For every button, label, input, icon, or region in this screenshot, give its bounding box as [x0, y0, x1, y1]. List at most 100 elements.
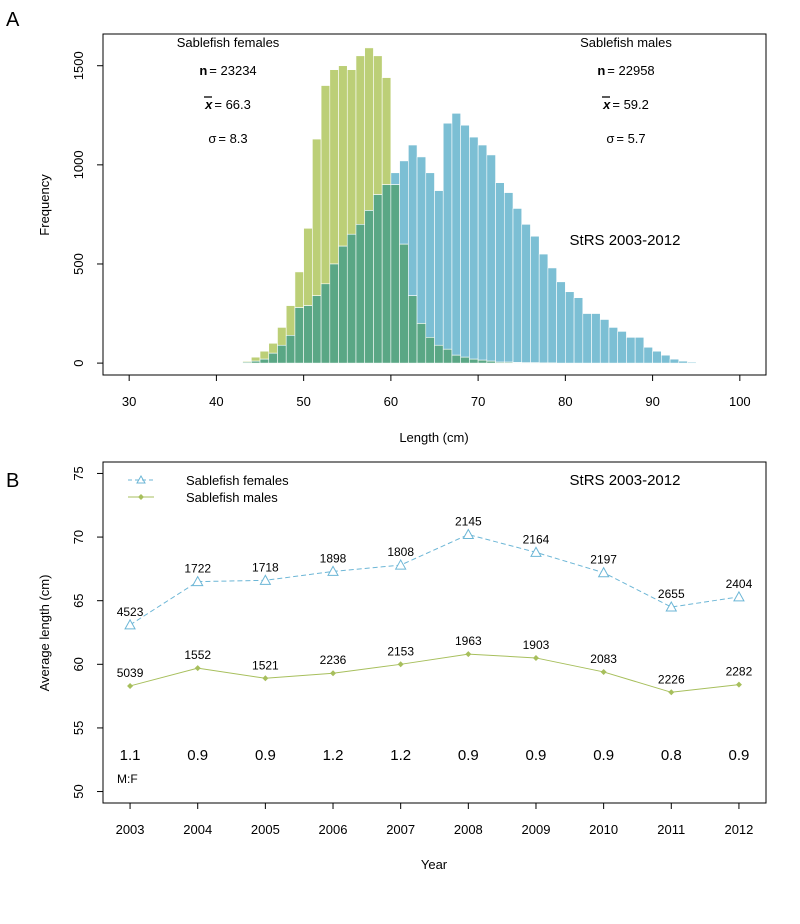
- ratio-value: 1.2: [390, 747, 411, 764]
- y-tick-label: 70: [71, 530, 86, 544]
- mean-symbol: x: [602, 97, 611, 112]
- female-bar: [538, 253, 549, 364]
- male-bar: [277, 327, 287, 346]
- overlap-bar: [469, 358, 479, 364]
- overlap-bar: [285, 335, 296, 364]
- females-point: [259, 574, 272, 585]
- females-label: Sablefish females: [177, 35, 280, 50]
- females-count-label: 4523: [117, 605, 144, 619]
- female-bar: [643, 346, 653, 364]
- n-symbol: n: [199, 63, 207, 78]
- male-bar: [320, 85, 331, 285]
- female-bar: [451, 113, 461, 356]
- overlap-bar: [355, 224, 366, 364]
- x-tick-label: 80: [558, 394, 572, 409]
- female-bar: [530, 235, 540, 364]
- female-bar: [617, 331, 627, 364]
- y-tick-label: 50: [71, 784, 86, 798]
- female-bar: [408, 144, 418, 296]
- males-point: [532, 654, 539, 661]
- males-point: [397, 661, 404, 668]
- males-count-label: 1552: [184, 648, 211, 662]
- x-tick-label: 60: [384, 394, 398, 409]
- overlap-bar: [346, 233, 357, 364]
- x-tick-label: 100: [729, 394, 751, 409]
- panel-a-ylabel: Frequency: [37, 174, 52, 236]
- overlap-bar: [416, 323, 427, 364]
- female-bar: [582, 313, 592, 364]
- female-bar: [626, 337, 636, 364]
- overlap-bar: [294, 307, 304, 364]
- ratio-value: 0.8: [661, 747, 682, 764]
- females-count-label: 1718: [252, 560, 279, 574]
- females-stats: Sablefish females n = 23234 x = 66.3 σ = 8.…: [177, 35, 280, 146]
- males-line: [129, 653, 739, 693]
- female-bar: [556, 281, 566, 364]
- females-count-label: 2197: [590, 553, 617, 567]
- males-count-label: 1521: [252, 658, 279, 672]
- females-count-label: 2655: [658, 587, 685, 601]
- males-point: [194, 665, 201, 672]
- ratio-value: 1.1: [120, 747, 141, 764]
- ratio-value: 0.9: [526, 747, 547, 764]
- overlap-bar: [390, 184, 400, 364]
- males-point: [127, 682, 134, 689]
- males-sd-value: = 5.7: [616, 131, 645, 146]
- females-point: [462, 528, 475, 540]
- females-n-value: = 23234: [209, 63, 256, 78]
- female-bar: [512, 208, 523, 363]
- legend-diamond-icon: [138, 494, 144, 500]
- males-label: Sablefish males: [580, 35, 672, 50]
- male-bar: [259, 350, 270, 360]
- legend-females-label: Sablefish females: [186, 473, 289, 488]
- males-count-label: 2083: [590, 652, 617, 666]
- males-stats: Sablefish males n = 22958 x = 59.2 σ = 5.7: [580, 35, 672, 146]
- males-count-label: 5039: [117, 666, 144, 680]
- female-bar: [416, 156, 427, 324]
- female-bar: [399, 160, 409, 245]
- females-line: [129, 533, 740, 626]
- y-tick-label: 500: [71, 253, 86, 275]
- males-count-label: 1903: [523, 638, 550, 652]
- overlap-bar: [442, 348, 453, 364]
- males-sd: σ = 5.7: [606, 131, 645, 146]
- male-bar: [364, 47, 374, 211]
- males-n-value: = 22958: [607, 63, 654, 78]
- males-count-label: 2282: [726, 665, 753, 679]
- ratio-value: 0.9: [255, 747, 276, 764]
- overlap-bar: [303, 305, 313, 364]
- x-tick-label: 40: [209, 394, 223, 409]
- males-count-label: 2226: [658, 672, 685, 686]
- ratio-value: 0.9: [729, 747, 750, 764]
- overlap-bar: [503, 361, 514, 364]
- n-symbol: n: [597, 63, 605, 78]
- x-tick-label: 2003: [116, 822, 145, 837]
- females-count-label: 2404: [726, 577, 753, 591]
- females-point: [124, 618, 136, 630]
- males-n: n = 22958: [597, 63, 654, 78]
- legend-males-label: Sablefish males: [186, 490, 278, 505]
- x-tick-label: 2010: [589, 822, 618, 837]
- x-tick-label: 50: [296, 394, 310, 409]
- panel-b-frame: [102, 461, 767, 804]
- males-point: [465, 651, 472, 658]
- males-count-label: 2153: [387, 644, 414, 658]
- panel-b-axes: 2003 1.1 2004 0.9 2005 0.9 2006 1.2 2007 1.2 2008 0…: [71, 466, 753, 837]
- legend-triangle-icon: [136, 474, 146, 484]
- females-point: [665, 601, 678, 612]
- y-tick-label: 1000: [71, 150, 86, 179]
- female-bar: [608, 327, 618, 364]
- female-bar: [442, 122, 453, 350]
- ratio-value: 0.9: [593, 747, 614, 764]
- female-bar: [591, 313, 601, 364]
- overlap-bar: [338, 245, 348, 364]
- panel-b-xlabel: Year: [421, 857, 448, 872]
- overlap-bar: [408, 295, 418, 364]
- males-mean-value: = 59.2: [612, 97, 649, 112]
- male-bar: [355, 55, 366, 225]
- female-bar: [434, 190, 444, 346]
- y-tick-label: 65: [71, 593, 86, 607]
- overlap-bar: [320, 283, 331, 364]
